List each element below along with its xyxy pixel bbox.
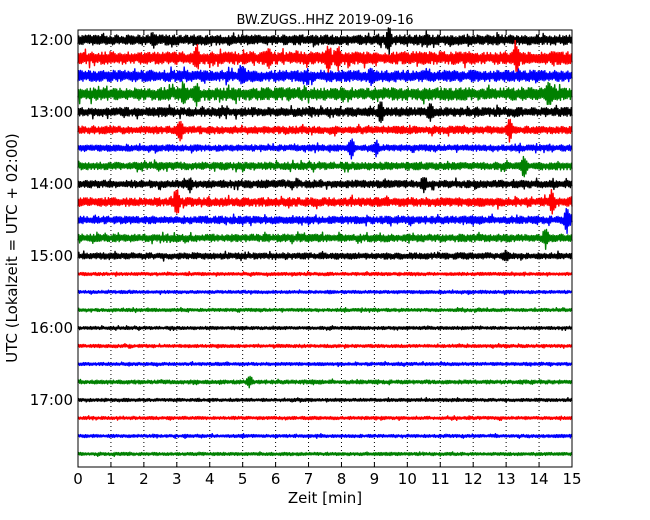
y-tick-label: 12:00 — [30, 31, 73, 49]
x-tick-label: 15 — [562, 470, 581, 488]
trace-1645 — [77, 375, 573, 389]
x-tick-label: 6 — [271, 470, 281, 488]
chart-title: BW.ZUGS..HHZ 2019-09-16 — [236, 13, 413, 28]
trace-1515 — [77, 270, 573, 277]
trace-1230 — [77, 64, 573, 87]
trace-1400 — [77, 176, 573, 194]
trace-1500 — [77, 249, 573, 262]
trace-1445 — [77, 228, 573, 250]
trace-1600 — [77, 325, 573, 332]
trace-1715 — [77, 415, 573, 422]
y-tick-label: 13:00 — [30, 103, 73, 121]
y-tick-label: 14:00 — [30, 175, 73, 193]
x-tick-label: 2 — [139, 470, 149, 488]
trace-1630 — [77, 360, 573, 368]
trace-1300 — [77, 101, 573, 124]
trace-1245 — [77, 81, 573, 107]
trace-1200 — [77, 27, 573, 55]
grid-lines — [110, 30, 540, 467]
x-tick-label: 4 — [205, 470, 215, 488]
y-tick-label: 17:00 — [30, 391, 73, 409]
x-tick-label: 11 — [431, 470, 450, 488]
x-tick-label: 1 — [106, 470, 116, 488]
trace-1315 — [77, 118, 573, 143]
axis-ticks: 0 1 2 3 4 5 6 7 8 9 10 11 12 13 14 1512:0013:0014:0015:… — [30, 30, 582, 488]
x-tick-label: 13 — [497, 470, 516, 488]
x-tick-label: 9 — [370, 470, 380, 488]
y-tick-label: 15:00 — [30, 247, 73, 265]
x-tick-label: 14 — [530, 470, 549, 488]
x-tick-label: 0 — [73, 470, 83, 488]
x-axis-label: Zeit [min] — [288, 489, 362, 507]
y-tick-label: 16:00 — [30, 319, 73, 337]
trace-area — [77, 27, 573, 458]
x-tick-label: 7 — [304, 470, 314, 488]
trace-1345 — [77, 155, 573, 178]
trace-1430 — [77, 207, 573, 234]
trace-1730 — [77, 432, 573, 440]
trace-1330 — [77, 138, 573, 160]
x-tick-label: 12 — [464, 470, 483, 488]
plot-frame — [77, 29, 573, 468]
x-tick-label: 3 — [172, 470, 182, 488]
x-tick-label: 10 — [398, 470, 417, 488]
trace-1700 — [77, 396, 573, 404]
trace-1415 — [77, 189, 573, 215]
x-tick-label: 8 — [337, 470, 347, 488]
trace-1745 — [77, 451, 573, 458]
trace-1215 — [77, 39, 573, 76]
y-axis-label: UTC (Lokalzeit = UTC + 02:00) — [3, 133, 21, 363]
trace-1545 — [77, 306, 573, 314]
trace-1530 — [77, 289, 573, 296]
x-tick-label: 5 — [238, 470, 248, 488]
trace-1615 — [77, 342, 573, 350]
